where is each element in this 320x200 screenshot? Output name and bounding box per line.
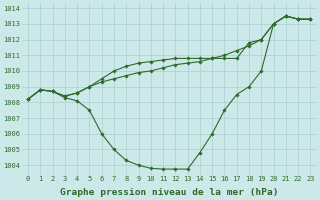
X-axis label: Graphe pression niveau de la mer (hPa): Graphe pression niveau de la mer (hPa) — [60, 188, 278, 197]
